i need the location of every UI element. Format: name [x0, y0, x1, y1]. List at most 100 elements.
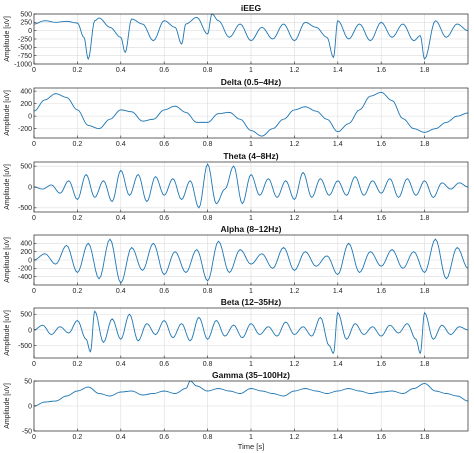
subplot-title: Delta (0.5–4Hz): [221, 77, 282, 87]
y-tick-label: 500: [20, 164, 32, 171]
series-line: [33, 91, 469, 137]
y-tick-label: 200: [20, 249, 32, 256]
y-tick-label: -750: [18, 53, 32, 60]
y-tick-label: 0: [28, 403, 32, 410]
y-tick-label: -500: [18, 205, 32, 212]
subplot-0: 0 0.2 0.4 0.6 0.8 1 1.2 1.4 1.6 1.85002500-250-50…: [4, 3, 469, 74]
x-tick-label: 0.4: [116, 215, 126, 222]
x-tick-label: 1.4: [333, 434, 343, 441]
x-tick-label: 0.6: [159, 288, 169, 295]
y-tick-label: 200: [20, 101, 32, 108]
x-tick-label: 1.8: [420, 67, 430, 74]
x-tick-label: 0.6: [159, 67, 169, 74]
x-tick-label: 1.4: [333, 141, 343, 148]
x-tick-label: 1.2: [290, 361, 300, 368]
subplot-title: Alpha (8–12Hz): [221, 224, 282, 234]
y-tick-label: -500: [18, 45, 32, 52]
series-line: [33, 310, 469, 355]
x-tick-label: 1.2: [290, 288, 300, 295]
x-tick-label: 1.2: [290, 215, 300, 222]
x-tick-label: 0.4: [116, 361, 126, 368]
y-tick-label: -1000: [14, 61, 32, 68]
y-tick-label: 50: [24, 378, 32, 385]
x-tick-label: 0.6: [159, 141, 169, 148]
x-tick-label: 1: [249, 288, 253, 295]
x-tick-label: 1.6: [376, 434, 386, 441]
x-tick-label: 1.2: [290, 141, 300, 148]
x-tick-label: 1.8: [420, 288, 430, 295]
x-tick-label: 0.4: [116, 141, 126, 148]
y-tick-label: 400: [20, 89, 32, 96]
x-tick-label: 0.4: [116, 288, 126, 295]
x-tick-label: 0.4: [116, 67, 126, 74]
series-line: [33, 238, 469, 284]
x-tick-label: 1: [249, 361, 253, 368]
x-tick-label: 0.4: [116, 434, 126, 441]
series-line: [33, 163, 469, 209]
y-tick-label: 500: [20, 312, 32, 319]
subplot-title: iEEG: [241, 3, 262, 13]
x-tick-label: 1.6: [376, 67, 386, 74]
x-tick-label: 0.2: [73, 215, 83, 222]
y-tick-label: 0: [28, 257, 32, 264]
x-tick-label: 1.4: [333, 361, 343, 368]
y-tick-label: -200: [18, 266, 32, 273]
x-tick-label: 1.6: [376, 361, 386, 368]
y-tick-label: -400: [18, 274, 32, 281]
x-tick-label: 1.6: [376, 288, 386, 295]
x-tick-label: 1.8: [420, 361, 430, 368]
y-tick-label: 0: [28, 114, 32, 121]
x-tick-label: 0.8: [203, 434, 213, 441]
y-axis-label: Amplitude [uV]: [4, 90, 11, 136]
y-axis-label: Amplitude [uV]: [4, 16, 11, 62]
x-tick-label: 1.4: [333, 67, 343, 74]
x-tick-label: 1.8: [420, 215, 430, 222]
y-axis-label: Amplitude [uV]: [4, 383, 11, 429]
y-tick-label: -250: [18, 36, 32, 43]
x-tick-label: 1.2: [290, 434, 300, 441]
y-tick-label: 400: [20, 241, 32, 248]
x-tick-label: 0: [32, 215, 36, 222]
x-tick-label: 0.6: [159, 215, 169, 222]
x-tick-label: 1.6: [376, 141, 386, 148]
series-line: [33, 380, 469, 407]
x-tick-label: 0.2: [73, 361, 83, 368]
x-tick-label: 0.2: [73, 141, 83, 148]
x-tick-label: 0.2: [73, 67, 83, 74]
x-tick-label: 0.8: [203, 288, 213, 295]
y-tick-label: 500: [20, 11, 32, 18]
x-tick-label: 0: [32, 288, 36, 295]
x-axis-label: Time [s]: [238, 442, 264, 451]
x-tick-label: 0.6: [159, 434, 169, 441]
x-tick-label: 1: [249, 141, 253, 148]
y-tick-label: -200: [18, 126, 32, 133]
series-line: [33, 13, 469, 61]
x-tick-label: 1.4: [333, 288, 343, 295]
y-axis-label: Amplitude [uV]: [4, 237, 11, 283]
y-tick-label: 0: [28, 184, 32, 191]
x-tick-label: 0.8: [203, 215, 213, 222]
x-tick-label: 1: [249, 67, 253, 74]
x-tick-label: 1: [249, 434, 253, 441]
x-tick-label: 0.8: [203, 141, 213, 148]
y-tick-label: -500: [18, 343, 32, 350]
y-tick-label: 0: [28, 28, 32, 35]
subplot-title: Gamma (35–100Hz): [212, 370, 290, 380]
y-axis-label: Amplitude [uV]: [4, 310, 11, 356]
x-tick-label: 1.2: [290, 67, 300, 74]
x-tick-label: 0.2: [73, 288, 83, 295]
subplot-1: 0 0.2 0.4 0.6 0.8 1 1.2 1.4 1.6 1.8 400 200 0 -200 Del…: [4, 77, 469, 148]
y-axis-label: Amplitude [uV]: [4, 164, 11, 210]
subplot-4: 0 0.2 0.4 0.6 0.8 1 1.2 1.4 1.6 1.8 500 0 -500 Beta (…: [4, 297, 469, 368]
x-tick-label: 0.8: [203, 361, 213, 368]
y-tick-label: -50: [22, 428, 32, 435]
subplot-3: 0 0.2 0.4 0.6 0.8 1 1.2 1.4 1.6 1.84002000-200-40…: [4, 224, 469, 295]
x-tick-label: 0.8: [203, 67, 213, 74]
x-tick-label: 1.8: [420, 141, 430, 148]
x-tick-label: 0: [32, 361, 36, 368]
y-tick-label: 0: [28, 327, 32, 334]
subplot-2: 0 0.2 0.4 0.6 0.8 1 1.2 1.4 1.6 1.85000-500Theta …: [4, 151, 469, 222]
y-tick-label: 250: [20, 20, 32, 27]
